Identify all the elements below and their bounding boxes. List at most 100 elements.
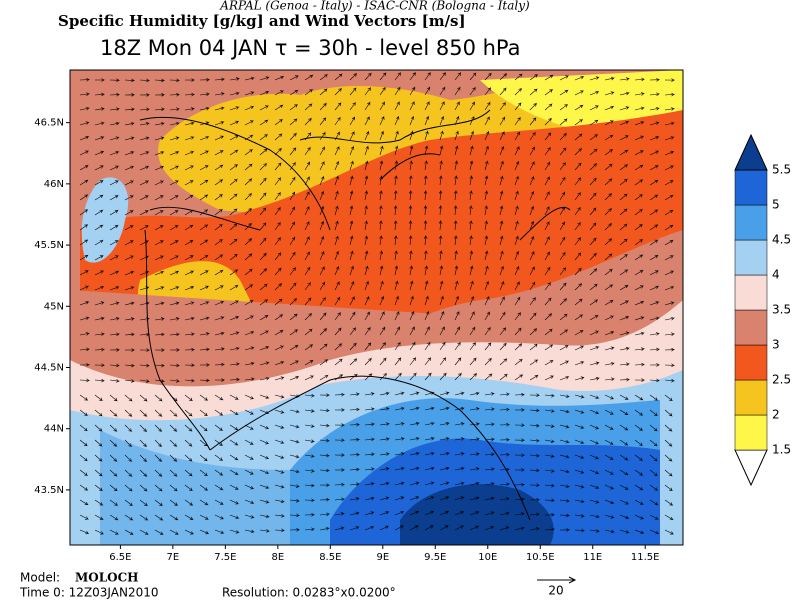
wind-vector xyxy=(364,145,369,156)
wind-vector xyxy=(619,424,629,431)
wind-vector xyxy=(499,220,504,231)
wind-vector xyxy=(349,160,354,171)
wind-vector xyxy=(664,150,675,156)
wind-vector xyxy=(124,78,136,83)
wind-vector xyxy=(109,136,120,141)
wind-vector xyxy=(214,469,224,476)
wind-vector xyxy=(394,130,399,141)
wind-vector xyxy=(604,105,615,111)
wind-vector xyxy=(124,514,134,521)
wind-vector xyxy=(469,219,473,231)
wind-vector xyxy=(408,234,413,246)
wind-vector xyxy=(379,481,390,486)
wind-vector xyxy=(499,326,507,336)
wind-vector xyxy=(619,253,628,261)
wind-vector xyxy=(364,496,375,501)
wind-vector xyxy=(349,326,356,336)
wind-vector xyxy=(544,235,550,246)
wind-vector xyxy=(289,360,299,366)
wind-vector xyxy=(94,92,106,97)
wind-vector xyxy=(409,341,416,351)
wind-vector xyxy=(319,327,328,336)
wind-vector xyxy=(259,330,269,336)
wind-vector xyxy=(169,286,180,291)
wind-vector xyxy=(469,496,480,501)
wind-vector xyxy=(139,93,151,97)
wind-vector xyxy=(544,220,550,231)
wind-vector xyxy=(423,234,428,246)
wind-vector xyxy=(469,525,480,531)
wind-vector xyxy=(124,180,134,186)
y-tick-label: 43.5N xyxy=(34,485,64,496)
wind-vector xyxy=(214,439,224,446)
wind-vector xyxy=(199,270,209,276)
wind-vector xyxy=(184,165,194,171)
wind-vector xyxy=(304,424,315,428)
wind-vector xyxy=(559,236,566,246)
wind-vector xyxy=(139,255,150,261)
wind-vector xyxy=(319,175,325,186)
wind-vector xyxy=(589,454,600,460)
wind-vector xyxy=(604,424,614,430)
wind-vector xyxy=(154,394,163,402)
wind-vector xyxy=(379,295,385,306)
wind-vector xyxy=(79,439,88,447)
colorbar-label: 3 xyxy=(772,338,780,352)
wind-vector xyxy=(289,147,297,156)
wind-vector xyxy=(244,424,255,430)
wind-vector xyxy=(454,406,465,411)
wind-vector xyxy=(244,222,252,231)
wind-vector xyxy=(634,499,644,505)
wind-vector xyxy=(79,223,89,231)
wind-vector xyxy=(334,327,342,336)
wind-vector xyxy=(349,190,354,201)
model-name: MOLOCH xyxy=(75,571,139,585)
wind-vector xyxy=(544,312,553,321)
wind-vector xyxy=(619,331,630,336)
wind-vector xyxy=(214,394,224,401)
wind-vector xyxy=(244,105,255,111)
wind-vector xyxy=(214,223,223,231)
wind-vector xyxy=(184,107,195,111)
wind-vector xyxy=(319,117,327,126)
wind-vector xyxy=(454,496,465,501)
wind-vector xyxy=(514,265,520,276)
wind-vector xyxy=(229,91,240,96)
wind-vector xyxy=(649,363,661,367)
wind-vector xyxy=(394,145,399,156)
wind-vector xyxy=(169,136,180,141)
wind-vector xyxy=(244,253,253,261)
wind-vector xyxy=(619,193,628,201)
wind-vector xyxy=(649,254,659,261)
wind-vector xyxy=(544,146,551,156)
wind-vector xyxy=(438,189,443,201)
wind-vector xyxy=(424,160,428,171)
wind-vector xyxy=(274,376,285,381)
wind-vector xyxy=(364,205,368,216)
wind-vector xyxy=(529,296,536,306)
wind-vector xyxy=(409,130,414,141)
wind-vector xyxy=(334,131,340,141)
y-tick-label: 44.5N xyxy=(34,362,64,373)
wind-vector xyxy=(184,239,194,246)
wind-vector xyxy=(139,363,151,368)
wind-vector xyxy=(229,269,239,276)
wind-vector xyxy=(169,394,178,402)
wind-vector xyxy=(304,454,315,458)
wind-vector xyxy=(274,514,286,518)
wind-vector xyxy=(334,497,345,502)
wind-vector xyxy=(79,77,91,82)
wind-vector xyxy=(259,119,269,126)
wind-vector xyxy=(499,87,507,96)
wind-vector xyxy=(229,134,239,141)
wind-vector xyxy=(274,409,285,414)
wind-vector xyxy=(439,130,444,141)
wind-vector xyxy=(604,284,614,291)
wind-vector xyxy=(544,454,555,458)
y-tick-label: 46N xyxy=(44,179,64,190)
wind-vector xyxy=(469,280,474,291)
wind-vector xyxy=(214,409,224,416)
wind-vector xyxy=(529,359,539,366)
wind-vector xyxy=(604,120,614,126)
wind-vector xyxy=(184,121,195,126)
